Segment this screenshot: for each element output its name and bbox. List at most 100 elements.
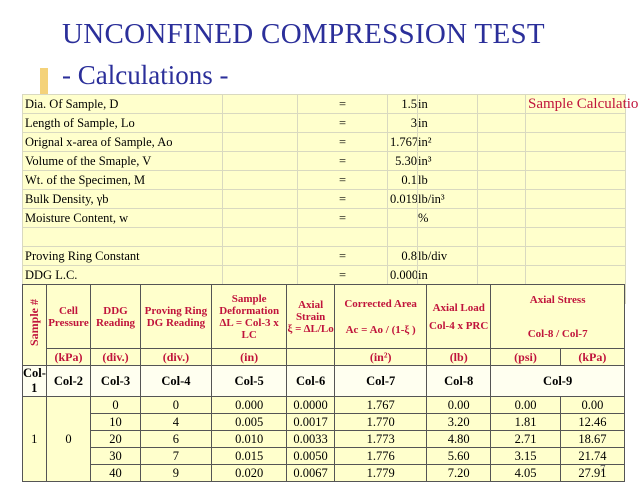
table-cell: 20	[90, 430, 141, 448]
param-unit: lb/in³	[417, 189, 479, 209]
column-label: Col-6	[286, 365, 336, 397]
table-cell: 0.0033	[286, 430, 336, 448]
param-spacer	[525, 151, 627, 171]
unit-cell	[286, 348, 336, 366]
param-spacer	[477, 189, 527, 209]
page-number: 7	[600, 463, 606, 475]
param-row: Dia. Of Sample, D = 1.5 in Sample Calculatio…	[21, 94, 638, 114]
unit-cell: (kPa)	[559, 348, 626, 366]
param-label: Dia. Of Sample, D	[21, 94, 224, 114]
param-label: Length of Sample, Lo	[21, 113, 224, 133]
table-cell: 0.0067	[286, 464, 336, 482]
table-cell: 21.74	[559, 447, 626, 465]
param-spacer	[222, 94, 299, 114]
param-equals: =	[297, 151, 389, 171]
table-cell: 5.60	[426, 447, 492, 465]
cell-pressure-header: Cell Pressure	[45, 284, 92, 349]
table-cell: 4.80	[426, 430, 492, 448]
param-spacer	[525, 189, 627, 209]
param-equals: =	[297, 208, 389, 228]
param-spacer	[477, 94, 527, 114]
table-row: 20 6 0.010 0.0033 1.773 4.80 2.71 18.67	[23, 430, 626, 448]
table-cell: 4.05	[490, 464, 561, 482]
param-spacer	[222, 265, 299, 285]
table-cell: 0.0017	[286, 413, 336, 431]
param-unit: in	[417, 113, 479, 133]
column-label: Col-4	[139, 365, 213, 397]
param-label: Orignal x-area of Sample, Ao	[21, 132, 224, 152]
param-spacer	[525, 246, 627, 266]
param-row	[21, 227, 627, 247]
param-unit: lb	[417, 170, 479, 190]
param-spacer	[525, 227, 627, 247]
unit-cell: (in)	[211, 348, 288, 366]
table-row: 1 0 0 0 0.000 0.0000 1.767 0.00 0.00 0.00	[22, 396, 626, 482]
param-spacer	[222, 151, 299, 171]
param-unit	[417, 227, 479, 247]
param-label	[21, 227, 224, 247]
param-value: 3	[387, 113, 419, 133]
column-label: Col-2	[45, 365, 92, 397]
param-equals: =	[297, 246, 389, 266]
unit-cell: (div.)	[139, 348, 213, 366]
param-value: 1.5	[387, 94, 419, 114]
table-cell: 0.0000	[286, 396, 336, 414]
ddg-reading-header: DDG Reading	[90, 284, 141, 349]
table-cell: 1.767	[334, 396, 428, 414]
sample-number: 1	[22, 396, 47, 482]
param-spacer	[477, 132, 527, 152]
param-row: Bulk Density, γb = 0.019 lb/in³	[21, 189, 627, 209]
corrected-area-header: Corrected Area Ac = Ao / (1-ξ )	[334, 284, 428, 349]
param-row: DDG L.C. =0.0005in	[21, 265, 627, 285]
table-cell: 0.010	[211, 430, 288, 448]
column-label: Col-7	[334, 365, 428, 397]
table-row: 30 7 0.015 0.0050 1.776 5.60 3.15 21.74	[23, 447, 626, 465]
column-label: Col-3	[90, 365, 141, 397]
param-spacer	[477, 227, 527, 247]
param-unit: %	[417, 208, 479, 228]
table-cell: 0.015	[211, 447, 288, 465]
param-spacer	[222, 132, 299, 152]
param-spacer	[477, 170, 527, 190]
sample-calculations-label: Sample Calculations	[525, 94, 638, 114]
unit-cell: (lb)	[426, 348, 492, 366]
table-cell: 3.15	[490, 447, 561, 465]
param-spacer	[525, 113, 627, 133]
unit-cell: (div.)	[90, 348, 141, 366]
param-row: Wt. of the Specimen, M = 0.1 lb	[21, 170, 627, 190]
column-label: Col-1	[22, 365, 47, 397]
axial-stress-header: Axial Stress Col-8 / Col-7	[490, 284, 625, 349]
param-equals: =	[297, 94, 389, 114]
param-spacer	[477, 208, 527, 228]
column-label: Col-9	[490, 365, 625, 397]
table-cell: 1.770	[334, 413, 428, 431]
param-unit: in²	[417, 132, 479, 152]
param-value: 0.019	[387, 189, 419, 209]
table-cell: 0.005	[211, 413, 288, 431]
param-equals: =	[297, 265, 389, 285]
param-label: DDG L.C.	[21, 265, 224, 285]
param-value: 1.767	[387, 132, 419, 152]
param-label: Bulk Density, γb	[21, 189, 224, 209]
param-value: 5.30	[387, 151, 419, 171]
param-spacer	[477, 265, 527, 285]
deformation-header: Sample Deformation ΔL = Col-3 x LC	[211, 284, 288, 349]
unit-cell: (psi)	[490, 348, 561, 366]
table-cell: 30	[90, 447, 141, 465]
param-equals: =	[297, 189, 389, 209]
table-cell: 6	[139, 430, 213, 448]
table-cell: 4	[139, 413, 213, 431]
param-spacer	[222, 227, 299, 247]
axial-strain-header: Axial Strain ξ = ΔL/Lo	[286, 284, 336, 349]
param-unit: in	[417, 94, 479, 114]
table-cell: 2.71	[490, 430, 561, 448]
param-row: Proving Ring Constant = 0.8 lb/div	[21, 246, 627, 266]
column-label: Col-5	[211, 365, 288, 397]
param-spacer	[525, 132, 627, 152]
param-value	[387, 208, 419, 228]
parameters-grid: Dia. Of Sample, D = 1.5 in Sample Calculatio…	[21, 94, 638, 304]
table-cell: 10	[90, 413, 141, 431]
param-label: Proving Ring Constant	[21, 246, 224, 266]
param-spacer	[222, 246, 299, 266]
param-row: Orignal x-area of Sample, Ao = 1.767 in²	[21, 132, 627, 152]
